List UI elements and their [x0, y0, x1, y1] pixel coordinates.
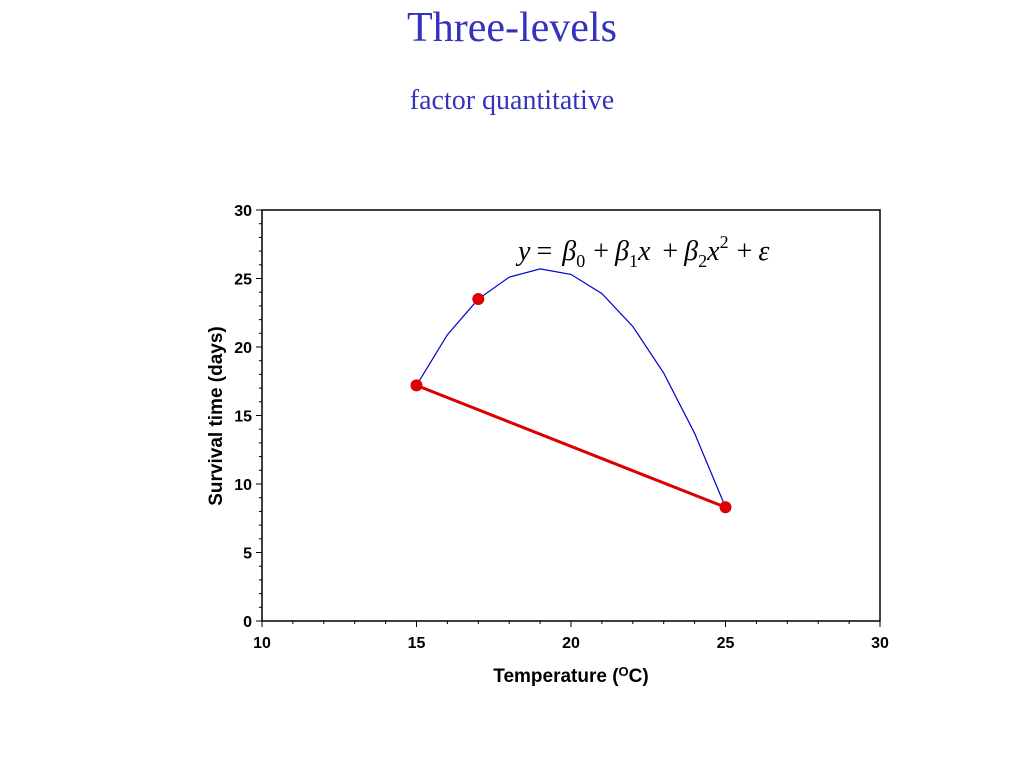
axis-ticks: 10 15 20 25 30 0 5 10 15 20 25 30 — [234, 203, 889, 652]
x-tick-label: 15 — [408, 635, 426, 652]
y-tick-label: 30 — [234, 203, 252, 220]
plot-frame — [261, 209, 881, 622]
y-tick-label: 25 — [234, 272, 252, 289]
model-equation: y = β0 + β1x + β2x2 + ε — [515, 232, 769, 271]
x-tick-label: 10 — [253, 635, 271, 652]
x-axis-label: Temperature (OC) — [493, 664, 648, 687]
slide-title: Three-levels — [407, 5, 617, 51]
observed-point — [472, 293, 485, 306]
y-tick-label: 5 — [243, 546, 252, 563]
chart-marks — [410, 268, 732, 514]
y-tick-label: 10 — [234, 477, 252, 494]
linear-fit-line — [415, 383, 727, 509]
slide-subtitle: factor quantitative — [409, 85, 615, 116]
y-tick-label: 20 — [234, 340, 252, 357]
y-axis-label: Survival time (days) — [206, 326, 227, 506]
x-tick-label: 25 — [717, 635, 735, 652]
x-tick-label: 20 — [562, 635, 580, 652]
observed-point — [410, 379, 423, 392]
y-tick-label: 15 — [234, 409, 252, 426]
quadratic-fit-curve — [415, 268, 727, 508]
y-tick-label: 0 — [243, 614, 252, 631]
x-tick-label: 30 — [871, 635, 889, 652]
observed-point — [719, 501, 732, 514]
